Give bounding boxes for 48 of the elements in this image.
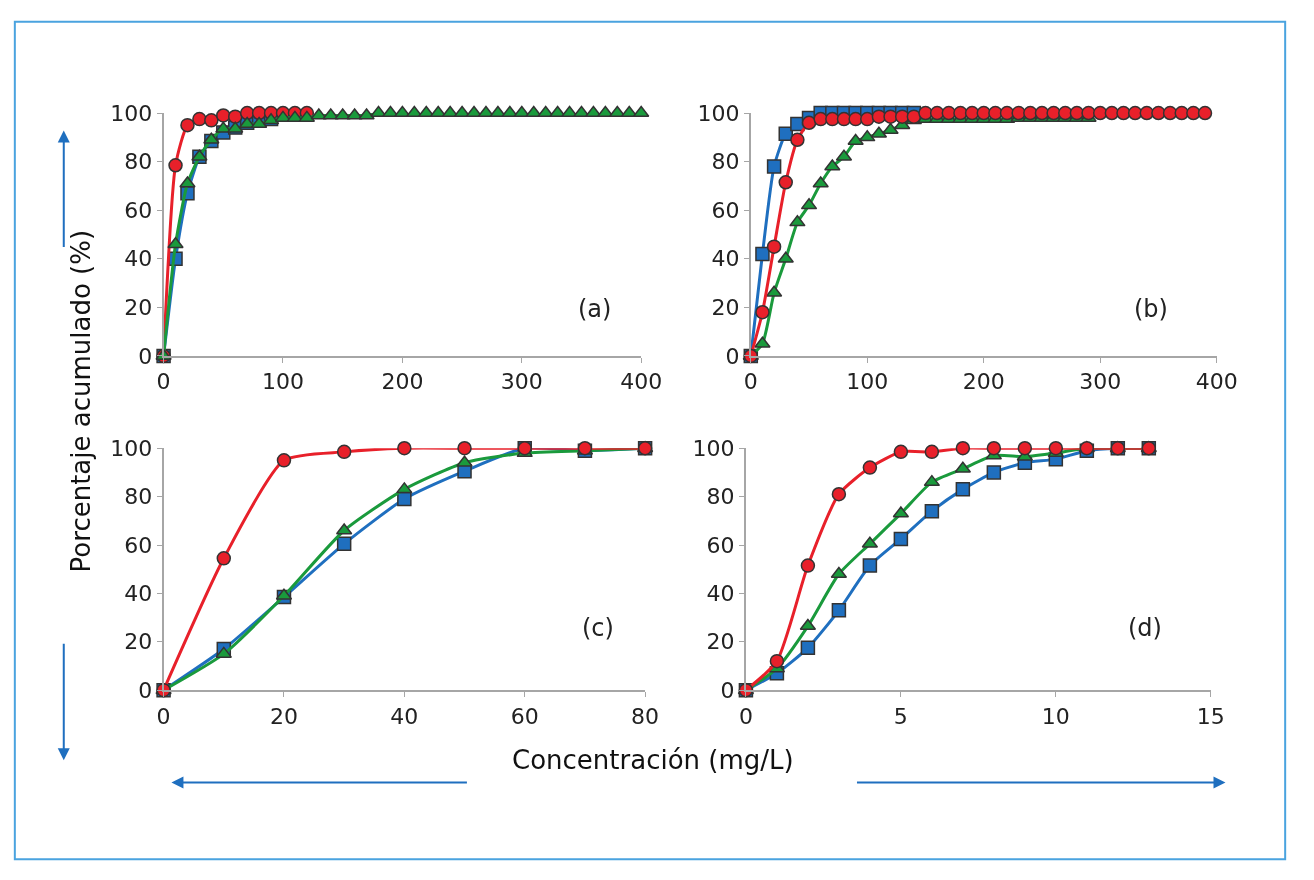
x-tick-label: 400 (1195, 369, 1238, 395)
y-tick-label: 20 (124, 295, 153, 321)
y-tick-label: 100 (697, 100, 740, 126)
x-tick-label: 20 (269, 703, 298, 729)
y-tick-label: 0 (725, 343, 740, 369)
x-axis-title: Concentración (mg/L) (512, 745, 794, 775)
y-tick-label: 80 (124, 149, 153, 175)
y-tick-label: 60 (711, 197, 740, 223)
x-tick-label: 400 (620, 369, 663, 395)
x-tick-label: 60 (510, 703, 539, 729)
x-tick-label: 200 (381, 369, 424, 395)
y-tick-label: 20 (706, 629, 735, 655)
y-tick-label: 0 (138, 343, 153, 369)
y-tick-label: 80 (711, 149, 740, 175)
y-tick-label: 60 (706, 532, 735, 558)
x-tick-label: 5 (893, 703, 908, 729)
y-tick-label: 40 (124, 581, 153, 607)
x-tick-label: 40 (390, 703, 419, 729)
x-tick-label: 300 (1079, 369, 1122, 395)
y-tick-label: 0 (720, 677, 735, 703)
x-tick-label: 80 (631, 703, 660, 729)
y-tick-label: 0 (138, 677, 153, 703)
annotation: (a) (578, 295, 612, 323)
y-axis-title: Porcentaje acumulado (%) (66, 229, 97, 573)
x-tick-label: 0 (743, 369, 758, 395)
annotation: (c) (582, 614, 614, 642)
x-tick-label: 0 (156, 703, 171, 729)
y-tick-label: 40 (711, 246, 740, 272)
y-tick-label: 40 (124, 246, 153, 272)
x-tick-label: 100 (261, 369, 304, 395)
x-tick-label: 0 (156, 369, 171, 395)
x-tick-label: 300 (500, 369, 543, 395)
y-tick-label: 80 (706, 484, 735, 510)
annotation: (b) (1134, 295, 1168, 323)
y-tick-label: 20 (124, 629, 153, 655)
x-tick-label: 15 (1196, 703, 1225, 729)
x-tick-label: 200 (962, 369, 1005, 395)
y-tick-label: 20 (711, 295, 740, 321)
y-tick-label: 100 (692, 435, 735, 461)
x-tick-label: 100 (846, 369, 889, 395)
x-tick-label: 10 (1041, 703, 1070, 729)
y-tick-label: 60 (124, 197, 153, 223)
y-tick-label: 60 (124, 532, 153, 558)
y-tick-label: 40 (706, 581, 735, 607)
y-tick-label: 100 (110, 100, 153, 126)
annotation: (d) (1128, 614, 1162, 642)
y-tick-label: 100 (110, 435, 153, 461)
y-tick-label: 80 (124, 484, 153, 510)
